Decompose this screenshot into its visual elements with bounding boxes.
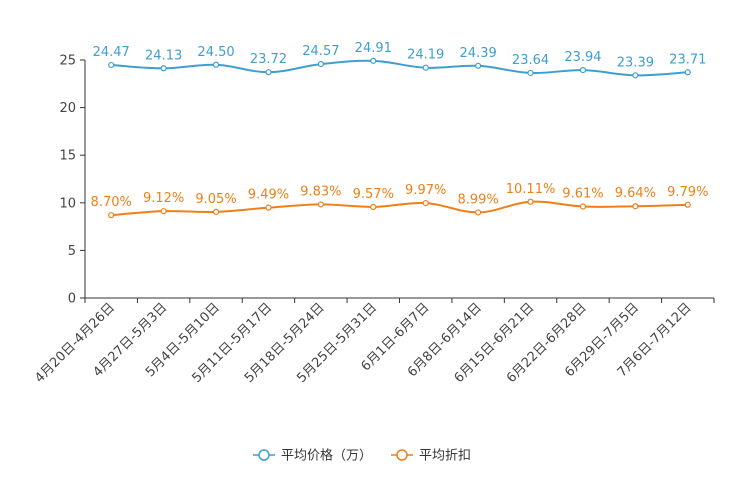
data-point[interactable] bbox=[632, 72, 639, 79]
data-point[interactable] bbox=[370, 203, 377, 210]
data-point[interactable] bbox=[370, 57, 377, 64]
data-label: 10.11% bbox=[506, 182, 556, 197]
data-label: 23.72 bbox=[250, 52, 287, 67]
data-label: 9.83% bbox=[300, 184, 341, 199]
data-label: 23.94 bbox=[564, 50, 601, 65]
series-line bbox=[111, 59, 688, 77]
data-point[interactable] bbox=[265, 69, 272, 76]
data-label: 24.39 bbox=[460, 46, 497, 61]
data-point[interactable] bbox=[684, 201, 691, 208]
data-point[interactable] bbox=[212, 208, 220, 215]
x-axis: 4月20日-4月26日4月27日-5月3日5月4日-5月10日5月11日-5月1… bbox=[32, 297, 715, 386]
y-axis: 0 5 10 15 20 25 bbox=[59, 54, 86, 307]
legend-item-0[interactable]: 平均价格（万） bbox=[253, 448, 372, 464]
y-tick-label: 10 bbox=[59, 196, 76, 211]
data-label: 9.64% bbox=[615, 186, 656, 201]
data-label: 9.79% bbox=[667, 185, 708, 200]
legend-marker-icon bbox=[396, 449, 408, 461]
data-point[interactable] bbox=[527, 198, 534, 205]
data-point[interactable] bbox=[684, 69, 691, 76]
data-point[interactable] bbox=[265, 204, 272, 211]
data-label: 23.39 bbox=[617, 55, 654, 70]
data-label: 9.05% bbox=[195, 192, 236, 207]
series-line bbox=[111, 200, 688, 217]
y-tick-label: 0 bbox=[68, 292, 76, 307]
data-point[interactable] bbox=[108, 61, 115, 69]
data-point[interactable] bbox=[317, 201, 324, 208]
data-label: 23.71 bbox=[669, 52, 706, 67]
data-label: 24.19 bbox=[407, 48, 444, 63]
data-label: 24.50 bbox=[197, 45, 234, 60]
data-label: 9.12% bbox=[143, 191, 184, 206]
data-label: 9.61% bbox=[562, 187, 603, 202]
y-tick-label: 5 bbox=[68, 244, 76, 259]
data-label: 24.91 bbox=[355, 41, 392, 56]
series-1: 8.70% 9.12% 9.05% 9.49% 9.83% 9.57% 9.97% 8.99%… bbox=[91, 182, 708, 219]
data-label: 24.47 bbox=[93, 45, 130, 60]
data-label: 8.99% bbox=[457, 192, 498, 207]
y-tick-label: 25 bbox=[59, 54, 76, 69]
data-point[interactable] bbox=[160, 65, 167, 72]
y-tick-label: 20 bbox=[59, 101, 76, 116]
data-point[interactable] bbox=[475, 209, 482, 216]
series-layer: 24.47 24.13 24.50 23.72 24.57 24.91 24.19 24.39… bbox=[91, 41, 708, 219]
legend-item-1[interactable]: 平均折扣 bbox=[391, 449, 471, 464]
data-label: 24.57 bbox=[302, 44, 339, 59]
data-point[interactable] bbox=[422, 199, 429, 207]
data-point[interactable] bbox=[579, 66, 587, 74]
legend: 平均价格（万） 平均折扣 bbox=[253, 448, 471, 464]
data-label: 24.13 bbox=[145, 48, 182, 63]
legend-label: 平均价格（万） bbox=[281, 448, 372, 464]
data-point[interactable] bbox=[212, 61, 220, 68]
data-point[interactable] bbox=[579, 203, 587, 210]
legend-marker-icon bbox=[258, 449, 270, 461]
data-point[interactable] bbox=[475, 62, 482, 69]
data-label: 9.97% bbox=[405, 183, 446, 198]
data-label: 23.64 bbox=[512, 53, 549, 68]
y-tick-label: 15 bbox=[59, 149, 76, 164]
data-point[interactable] bbox=[422, 64, 429, 71]
data-point[interactable] bbox=[632, 203, 639, 210]
legend-label: 平均折扣 bbox=[419, 449, 471, 464]
data-point[interactable] bbox=[160, 208, 167, 215]
data-point[interactable] bbox=[108, 212, 115, 219]
data-point[interactable] bbox=[527, 69, 534, 77]
data-label: 8.70% bbox=[91, 195, 132, 210]
data-point[interactable] bbox=[317, 60, 324, 68]
series-0: 24.47 24.13 24.50 23.72 24.57 24.91 24.19 24.39… bbox=[93, 41, 706, 79]
data-label: 9.57% bbox=[353, 187, 394, 202]
data-label: 9.49% bbox=[248, 188, 289, 203]
